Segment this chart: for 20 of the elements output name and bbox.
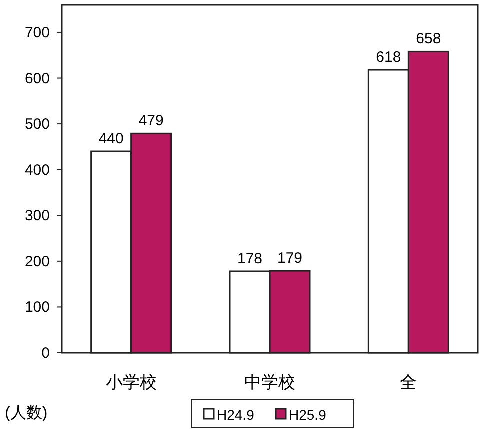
data-label: 178: [237, 250, 263, 268]
y-tick-label: 200: [24, 253, 50, 270]
y-tick-label: 600: [24, 70, 50, 88]
y-tick-label: 700: [24, 24, 50, 42]
y-tick-label: 0: [42, 345, 50, 362]
y-tick-label: 100: [24, 299, 50, 316]
y-tick-label: 300: [24, 208, 50, 225]
y-tick-label: 500: [24, 116, 50, 134]
data-label: 618: [376, 49, 402, 66]
y-tick-label: 400: [24, 162, 50, 179]
y-axis-title: (人数): [5, 405, 48, 422]
x-tick-label: 全: [400, 373, 418, 392]
data-label: 658: [416, 30, 442, 48]
x-tick-label: 中学校: [244, 373, 296, 392]
legend-label: H24.9: [217, 407, 255, 423]
data-label: 179: [277, 250, 303, 268]
x-tick-label: 小学校: [106, 373, 157, 392]
data-label: 440: [98, 130, 124, 148]
data-label: 479: [138, 112, 164, 130]
legend-label: H25.9: [289, 407, 327, 423]
